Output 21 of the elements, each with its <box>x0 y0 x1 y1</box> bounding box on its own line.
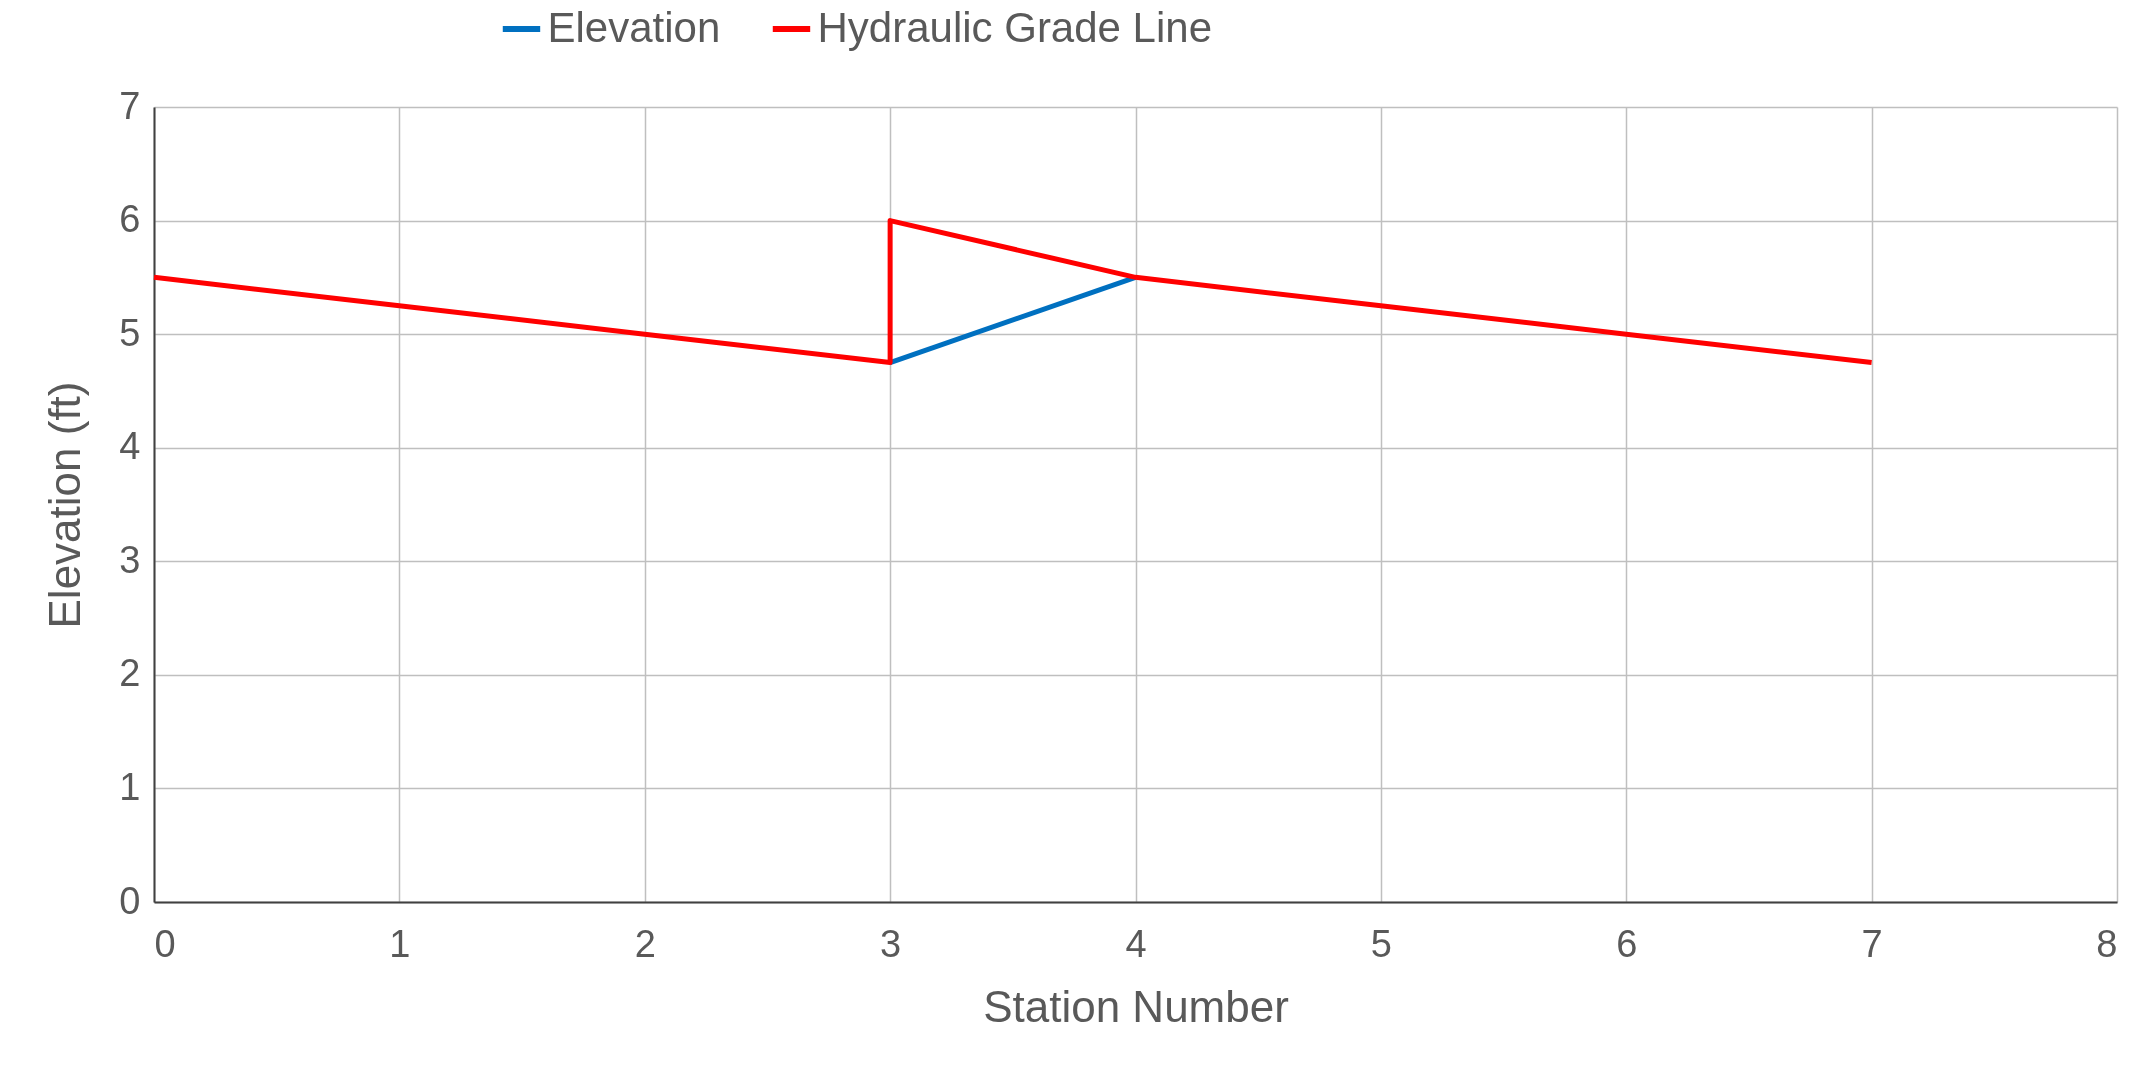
y-tick-label: 3 <box>119 538 141 581</box>
x-tick-label: 4 <box>1125 922 1147 965</box>
y-tick-label: 6 <box>119 198 141 241</box>
y-tick-label: 7 <box>119 84 141 127</box>
legend-label: Elevation <box>547 4 721 51</box>
x-axis-title: Station Number <box>983 981 1289 1031</box>
y-tick-label: 1 <box>119 765 141 808</box>
x-tick-label: 5 <box>1370 922 1392 965</box>
x-tick-label: 7 <box>1861 922 1883 965</box>
x-tick-label: 1 <box>389 922 411 965</box>
x-tick-label: 0 <box>154 922 176 965</box>
y-axis-title: Elevation (ft) <box>40 381 90 629</box>
y-tick-label: 0 <box>119 879 141 922</box>
x-tick-label: 6 <box>1616 922 1638 965</box>
x-tick-label: 2 <box>634 922 656 965</box>
y-tick-label: 5 <box>119 311 141 354</box>
x-tick-label: 3 <box>880 922 902 965</box>
legend-label: Hydraulic Grade Line <box>817 4 1213 51</box>
x-tick-label: 8 <box>2096 922 2118 965</box>
y-tick-label: 2 <box>119 652 141 695</box>
y-tick-label: 4 <box>119 425 141 468</box>
